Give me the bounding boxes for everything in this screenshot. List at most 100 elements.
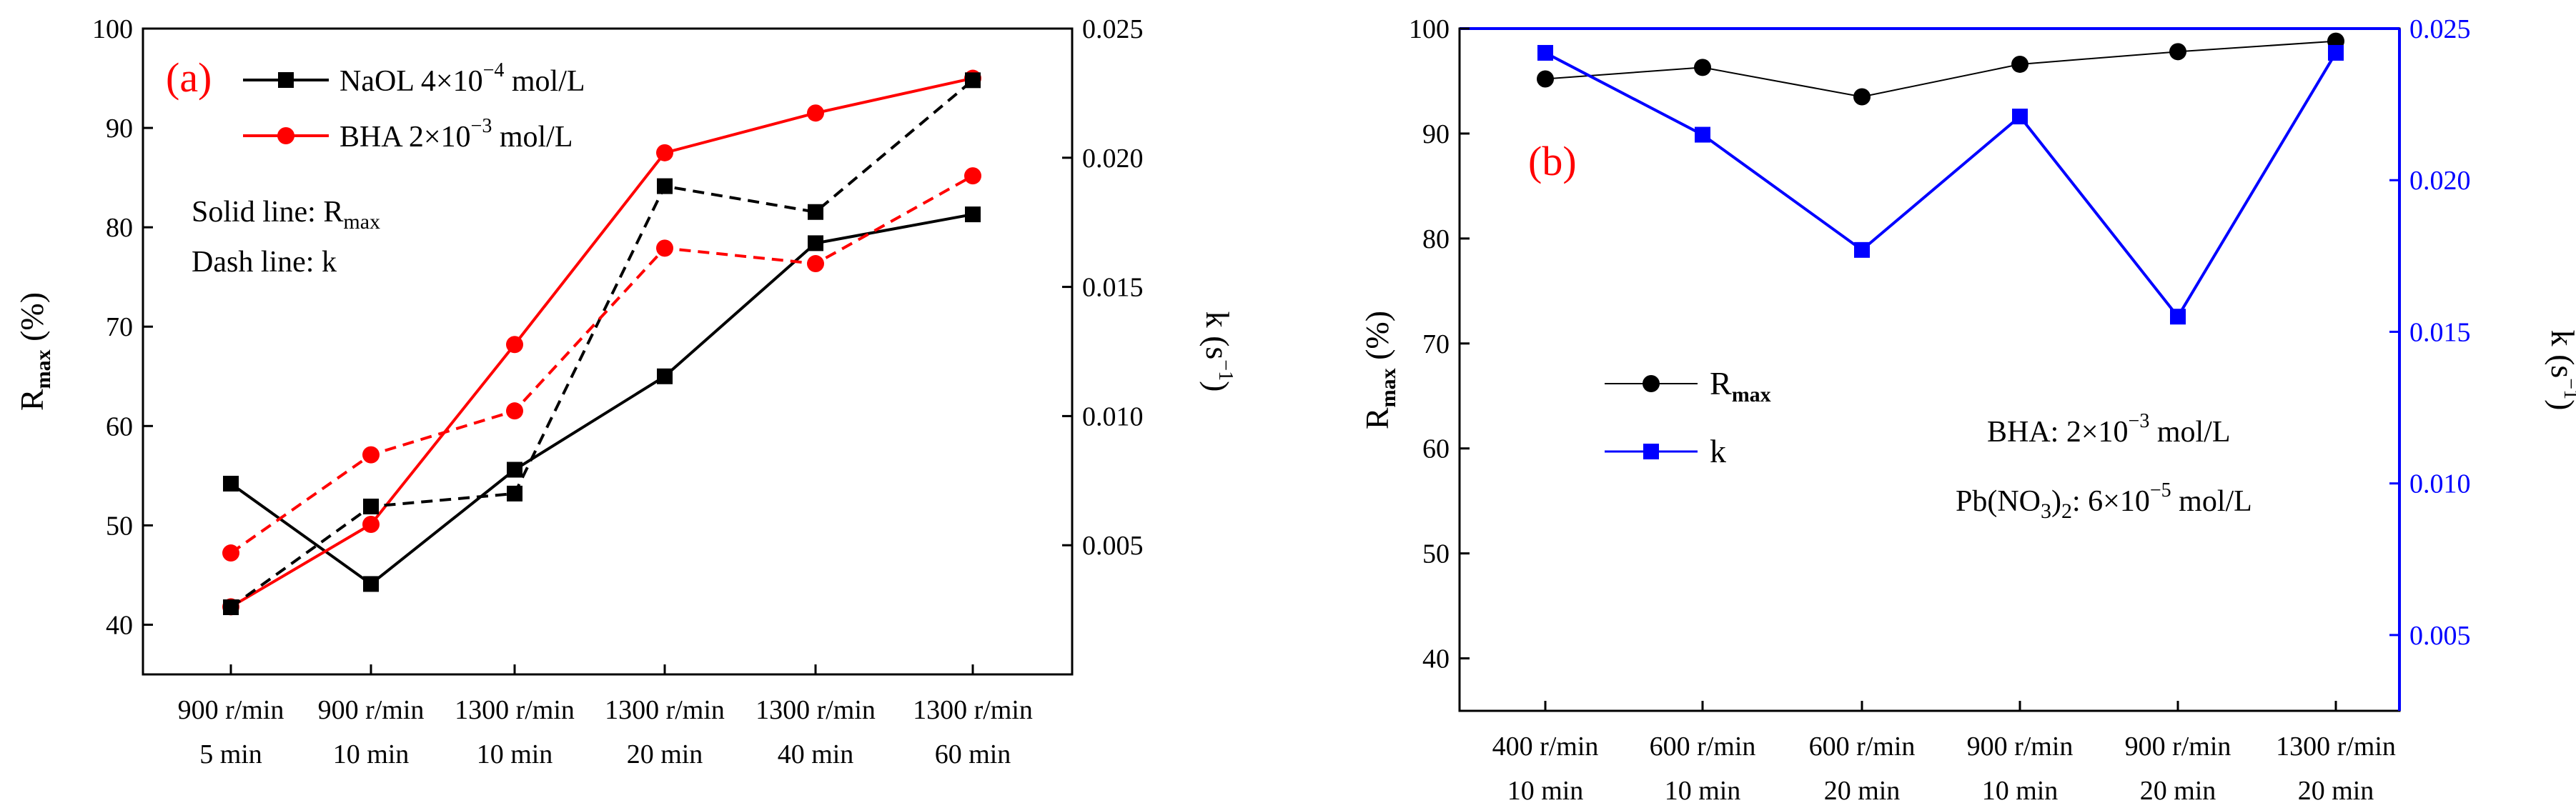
panel-b-x-tick-speed: 400 r/min bbox=[1492, 732, 1599, 762]
panel-a-point-0-1 bbox=[363, 576, 379, 592]
legend-label-k: k bbox=[1710, 433, 1726, 469]
legend-label-rmax: Rmax bbox=[1710, 365, 1771, 407]
panel-b-y2-tick-label: 0.025 bbox=[2409, 14, 2471, 44]
panel-b-point-0-3 bbox=[2011, 55, 2028, 73]
panel-a: 40 50 60 70 80 90 100 0.005 0.010 0.015 0.020 0.02… bbox=[14, 14, 1237, 769]
panel-a-point-2-4 bbox=[808, 204, 823, 220]
panel-b-x-tick-time: 20 min bbox=[2298, 776, 2374, 806]
panel-a-y2-tick-label: 0.005 bbox=[1082, 531, 1144, 561]
legend-label-naol: NaOL 4×10−4 mol/L bbox=[340, 59, 585, 98]
panel-a-point-0-0 bbox=[223, 475, 239, 492]
panel-a-point-2-2 bbox=[507, 485, 522, 502]
panel-b-y2-tick-label: 0.010 bbox=[2409, 469, 2471, 499]
panel-a-y-tick-label: 60 bbox=[106, 412, 133, 442]
panel-a-point-1-2 bbox=[506, 336, 523, 354]
panel-b-y2-tick-label: 0.005 bbox=[2409, 621, 2471, 651]
panel-a-point-0-2 bbox=[507, 462, 522, 478]
panel-a-y2-tick-label: 0.020 bbox=[1082, 144, 1144, 174]
panel-a-legend: NaOL 4×10−4 mol/L BHA 2×10−3 mol/L bbox=[243, 59, 585, 154]
panel-a-point-3-4 bbox=[807, 255, 824, 273]
panel-b-series-line-1 bbox=[1545, 51, 2337, 319]
panel-a-point-3-5 bbox=[964, 167, 981, 185]
panel-b-y2-ticks: 0.005 0.010 0.015 0.020 0.025 bbox=[2389, 14, 2471, 651]
panel-a-x-tick-speed: 900 r/min bbox=[318, 695, 425, 725]
panel-b-y-tick-label: 90 bbox=[1422, 119, 1450, 149]
panel-a-point-0-5 bbox=[965, 206, 981, 223]
panel-b-y-tick-label: 60 bbox=[1422, 434, 1450, 464]
panel-a-x-tick-time: 5 min bbox=[199, 739, 262, 769]
panel-a-point-0-4 bbox=[808, 235, 823, 251]
panel-a-y-axis-label: Rmax (%) bbox=[14, 292, 55, 411]
panel-a-x-tick-time: 60 min bbox=[935, 739, 1011, 769]
panel-a-point-2-0 bbox=[223, 599, 239, 615]
panel-b-y-tick-label: 50 bbox=[1422, 539, 1450, 569]
panel-b: 40 50 60 70 80 90 100 0.005 0.010 0.015 0.020 0.02… bbox=[1359, 14, 2576, 806]
panel-a-y2-axis-label: k (s−1) bbox=[1199, 311, 1237, 392]
panel-a-x-tick-time: 40 min bbox=[778, 739, 854, 769]
panel-b-point-1-5 bbox=[2328, 44, 2344, 61]
panel-a-x-tick-time: 10 min bbox=[477, 739, 553, 769]
panel-a-series-line-2 bbox=[229, 79, 974, 609]
panel-b-x-tick-time: 20 min bbox=[2140, 776, 2216, 806]
panel-a-x-ticks: 900 r/min 5 min 900 r/min 10 min 1300 r/min 1… bbox=[178, 664, 1033, 769]
panel-a-x-tick-speed: 1300 r/min bbox=[455, 695, 575, 725]
panel-a-y-tick-label: 50 bbox=[106, 511, 133, 541]
panel-a-point-3-1 bbox=[362, 446, 380, 464]
panel-a-point-0-3 bbox=[657, 368, 673, 384]
panel-a-y2-tick-label: 0.015 bbox=[1082, 273, 1144, 303]
panel-a-series bbox=[222, 69, 981, 616]
panel-b-y-axis-label: Rmax (%) bbox=[1359, 311, 1400, 429]
panel-b-x-tick-speed: 600 r/min bbox=[1809, 732, 1916, 762]
panel-a-x-tick-time: 20 min bbox=[627, 739, 703, 769]
panel-a-point-3-0 bbox=[222, 544, 239, 562]
legend-marker-bha bbox=[277, 127, 294, 144]
panel-b-series-line-0 bbox=[1545, 40, 2337, 98]
panel-a-x-tick-speed: 1300 r/min bbox=[605, 695, 725, 725]
panel-b-x-tick-time: 10 min bbox=[1982, 776, 2059, 806]
panel-a-y-tick-label: 100 bbox=[92, 14, 133, 44]
panel-b-y-tick-label: 100 bbox=[1409, 14, 1450, 44]
panel-a-y2-ticks: 0.005 0.010 0.015 0.020 0.025 bbox=[1062, 14, 1144, 561]
panel-b-point-1-2 bbox=[1854, 241, 1870, 258]
panel-b-point-1-0 bbox=[1537, 44, 1553, 61]
panel-a-point-1-3 bbox=[656, 144, 673, 161]
panel-a-label: (a) bbox=[166, 54, 212, 101]
panel-b-y-tick-label: 70 bbox=[1422, 329, 1450, 359]
panel-a-point-2-3 bbox=[657, 178, 673, 194]
annotation-dash-line: Dash line: k bbox=[192, 246, 337, 279]
panel-b-legend: Rmax k bbox=[1605, 365, 1771, 469]
panel-b-x-tick-time: 10 min bbox=[1665, 776, 1741, 806]
panel-b-x-tick-speed: 1300 r/min bbox=[2276, 732, 2396, 762]
panel-a-series-line-0 bbox=[229, 213, 974, 586]
panel-a-y-tick-label: 90 bbox=[106, 114, 133, 144]
panel-b-y-tick-label: 80 bbox=[1422, 224, 1450, 254]
panel-b-point-1-4 bbox=[2170, 309, 2186, 325]
panel-b-point-0-0 bbox=[1537, 70, 1554, 88]
panel-b-x-tick-time: 20 min bbox=[1824, 776, 1901, 806]
panel-b-point-0-4 bbox=[2169, 43, 2186, 61]
panel-b-y2-axis-label: k (s−1) bbox=[2545, 330, 2576, 411]
legend-marker-naol bbox=[278, 72, 294, 88]
panel-a-y-tick-label: 80 bbox=[106, 213, 133, 243]
panel-a-point-2-1 bbox=[363, 498, 379, 514]
panel-b-x-tick-speed: 900 r/min bbox=[1967, 732, 2074, 762]
panel-a-y-tick-label: 70 bbox=[106, 312, 133, 342]
panel-a-x-tick-speed: 900 r/min bbox=[178, 695, 284, 725]
legend-marker-rmax bbox=[1643, 375, 1660, 392]
panel-a-point-3-2 bbox=[506, 402, 523, 420]
panel-b-point-1-3 bbox=[2012, 109, 2028, 125]
annotation-solid-line: Solid line: Rmax bbox=[192, 196, 380, 234]
panel-b-point-1-1 bbox=[1695, 126, 1710, 143]
annotation-bha: BHA: 2×10−3 mol/L bbox=[1987, 410, 2231, 449]
panel-a-point-1-4 bbox=[807, 104, 824, 122]
panel-b-x-tick-speed: 600 r/min bbox=[1650, 732, 1756, 762]
panel-b-y2-tick-label: 0.015 bbox=[2409, 317, 2471, 347]
panel-b-point-0-2 bbox=[1853, 88, 1871, 106]
panel-b-y-ticks: 40 50 60 70 80 90 100 bbox=[1409, 14, 1470, 674]
panel-a-series-line-3 bbox=[229, 174, 974, 554]
panel-b-series bbox=[1537, 32, 2344, 325]
panel-a-x-tick-speed: 1300 r/min bbox=[756, 695, 876, 725]
panel-a-point-1-1 bbox=[362, 515, 380, 533]
panel-b-y2-tick-label: 0.020 bbox=[2409, 166, 2471, 196]
